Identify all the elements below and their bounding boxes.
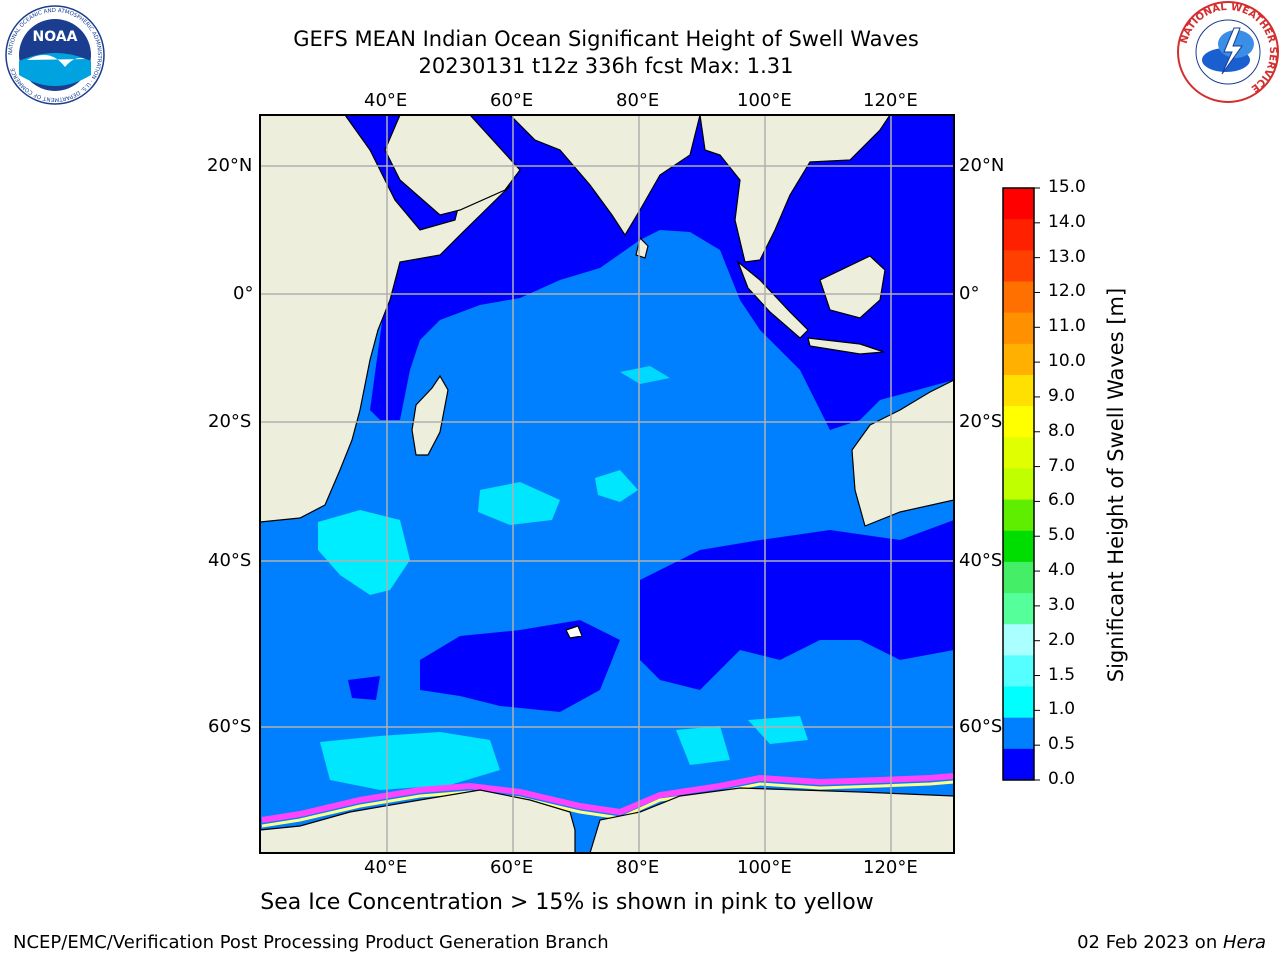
colorbar-tick-label: 8.0 bbox=[1048, 420, 1076, 441]
ocean-low-patch bbox=[348, 676, 380, 700]
right-tick-40s: 40°S bbox=[959, 550, 1003, 571]
colorbar-segment bbox=[1003, 406, 1034, 438]
land-borneo bbox=[819, 255, 886, 319]
colorbar-tick-label: 3.0 bbox=[1048, 594, 1076, 615]
colorbar-segment bbox=[1003, 655, 1034, 688]
left-tick-20s: 20°S bbox=[208, 411, 252, 432]
colorbar-frame bbox=[1002, 187, 1035, 781]
ocean-low-patch bbox=[900, 540, 954, 610]
footer-date: 02 Feb 2023 on Hera bbox=[1077, 932, 1266, 953]
colorbar-title: Significant Height of Swell Waves [m] bbox=[1104, 287, 1128, 683]
left-tick-20n: 20°N bbox=[207, 155, 253, 176]
colorbar-tick-label: 0.5 bbox=[1048, 734, 1076, 755]
footer-date-text: 02 Feb 2023 on bbox=[1077, 932, 1223, 953]
chart-title: GEFS MEAN Indian Ocean Significant Heigh… bbox=[293, 27, 919, 51]
right-tick-20s: 20°S bbox=[959, 411, 1003, 432]
cyan-patch-central bbox=[478, 482, 560, 525]
right-tick-60s: 60°S bbox=[959, 716, 1003, 737]
colorbar-segment bbox=[1003, 281, 1034, 314]
colorbar-segment bbox=[1003, 374, 1034, 407]
colorbar-tick-label: 5.0 bbox=[1048, 525, 1076, 546]
bottom-tick-80e: 80°E bbox=[616, 857, 660, 878]
sea-ice-note-text: Sea Ice Concentration > 15% is shown in … bbox=[260, 890, 874, 915]
bottom-tick-60e: 60°E bbox=[490, 857, 534, 878]
land-kerguelen-ice bbox=[565, 625, 583, 639]
bottom-tick-100e: 100°E bbox=[737, 857, 792, 878]
colorbar-tick-label: 14.0 bbox=[1048, 211, 1086, 232]
footer-credit: NCEP/EMC/Verification Post Processing Pr… bbox=[13, 932, 609, 953]
cyan-patch-south bbox=[320, 732, 500, 790]
colorbar-tick-label: 4.0 bbox=[1048, 560, 1076, 581]
top-tick-40e: 40°E bbox=[364, 90, 408, 111]
sea-ice-note: Sea Ice Concentration > 15% is shown in … bbox=[0, 890, 1280, 915]
ocean-low-south-west bbox=[420, 620, 620, 712]
colorbar-segment bbox=[1003, 561, 1034, 594]
colorbar-segment bbox=[1003, 530, 1034, 563]
top-tick-100e: 100°E bbox=[737, 90, 792, 111]
colorbar-segment bbox=[1003, 686, 1034, 719]
colorbar-tick-label: 12.0 bbox=[1048, 281, 1086, 302]
land-antarctica-east bbox=[589, 787, 954, 853]
colorbar bbox=[1003, 187, 1040, 781]
nws-logo: NATIONAL WEATHER SERVICE bbox=[1177, 1, 1279, 103]
land-africa bbox=[260, 115, 511, 523]
land-antarctica bbox=[260, 789, 576, 853]
land-madagascar bbox=[411, 374, 449, 456]
colorbar-segment bbox=[1003, 717, 1034, 750]
landmasses bbox=[260, 115, 954, 853]
colorbar-tick-label: 1.0 bbox=[1048, 699, 1076, 720]
left-tick-40s: 40°S bbox=[208, 550, 252, 571]
land-india bbox=[509, 115, 701, 237]
colorbar-tick-label: 2.0 bbox=[1048, 629, 1076, 650]
bottom-tick-40e: 40°E bbox=[364, 857, 408, 878]
colorbar-segment bbox=[1003, 188, 1034, 220]
noaa-logo: NATIONAL OCEANIC AND ATMOSPHERIC ADMINIS… bbox=[5, 5, 105, 105]
colorbar-tick-label: 9.0 bbox=[1048, 385, 1076, 406]
colorbar-segment bbox=[1003, 219, 1034, 251]
map-frame bbox=[259, 114, 955, 854]
colorbar-segment bbox=[1003, 468, 1034, 501]
top-tick-60e: 60°E bbox=[490, 90, 534, 111]
colorbar-tick-label: 7.0 bbox=[1048, 455, 1076, 476]
top-tick-80e: 80°E bbox=[616, 90, 660, 111]
ocean-low-south-east bbox=[640, 520, 954, 690]
colorbar-segment bbox=[1003, 624, 1034, 656]
colorbar-segment bbox=[1003, 250, 1034, 282]
colorbar-segment bbox=[1003, 437, 1034, 469]
land-southeast-asia bbox=[699, 115, 891, 263]
noaa-wordmark: NOAA bbox=[33, 29, 78, 45]
left-tick-0: 0° bbox=[233, 283, 254, 304]
right-tick-20n: 20°N bbox=[959, 155, 1005, 176]
land-arabia bbox=[384, 115, 521, 216]
colorbar-segment bbox=[1003, 312, 1034, 345]
colorbar-tick-label: 11.0 bbox=[1048, 316, 1086, 337]
footer-machine: Hera bbox=[1222, 932, 1266, 953]
colorbar-tick-label: 1.5 bbox=[1048, 664, 1076, 685]
colorbar-tick-label: 0.0 bbox=[1048, 769, 1076, 789]
land-java bbox=[807, 337, 885, 355]
colorbar-segment bbox=[1003, 343, 1034, 376]
colorbar-tick-label: 13.0 bbox=[1048, 246, 1086, 267]
colorbar-segment bbox=[1003, 499, 1034, 532]
cyan-patch-equatorial bbox=[620, 366, 670, 384]
left-tick-60s: 60°S bbox=[208, 716, 252, 737]
sea-ice-edge-pink bbox=[261, 773, 954, 823]
bottom-tick-120e: 120°E bbox=[863, 857, 918, 878]
graticule bbox=[260, 115, 954, 853]
colorbar-tick-label: 6.0 bbox=[1048, 490, 1076, 511]
top-tick-120e: 120°E bbox=[863, 90, 918, 111]
colorbar-segment bbox=[1003, 748, 1034, 781]
colorbar-tick-label: 10.0 bbox=[1048, 351, 1086, 372]
cyan-patch-south-east2 bbox=[748, 716, 808, 744]
colorbar-segment bbox=[1003, 593, 1034, 625]
chart-subtitle: 20230131 t12z 336h fcst Max: 1.31 bbox=[418, 54, 794, 78]
cyan-patch-south-east bbox=[676, 726, 730, 765]
right-tick-0: 0° bbox=[959, 283, 980, 304]
cyan-patch-central-east bbox=[595, 470, 638, 502]
land-australia bbox=[851, 379, 954, 527]
colorbar-tick-label: 15.0 bbox=[1048, 177, 1086, 197]
